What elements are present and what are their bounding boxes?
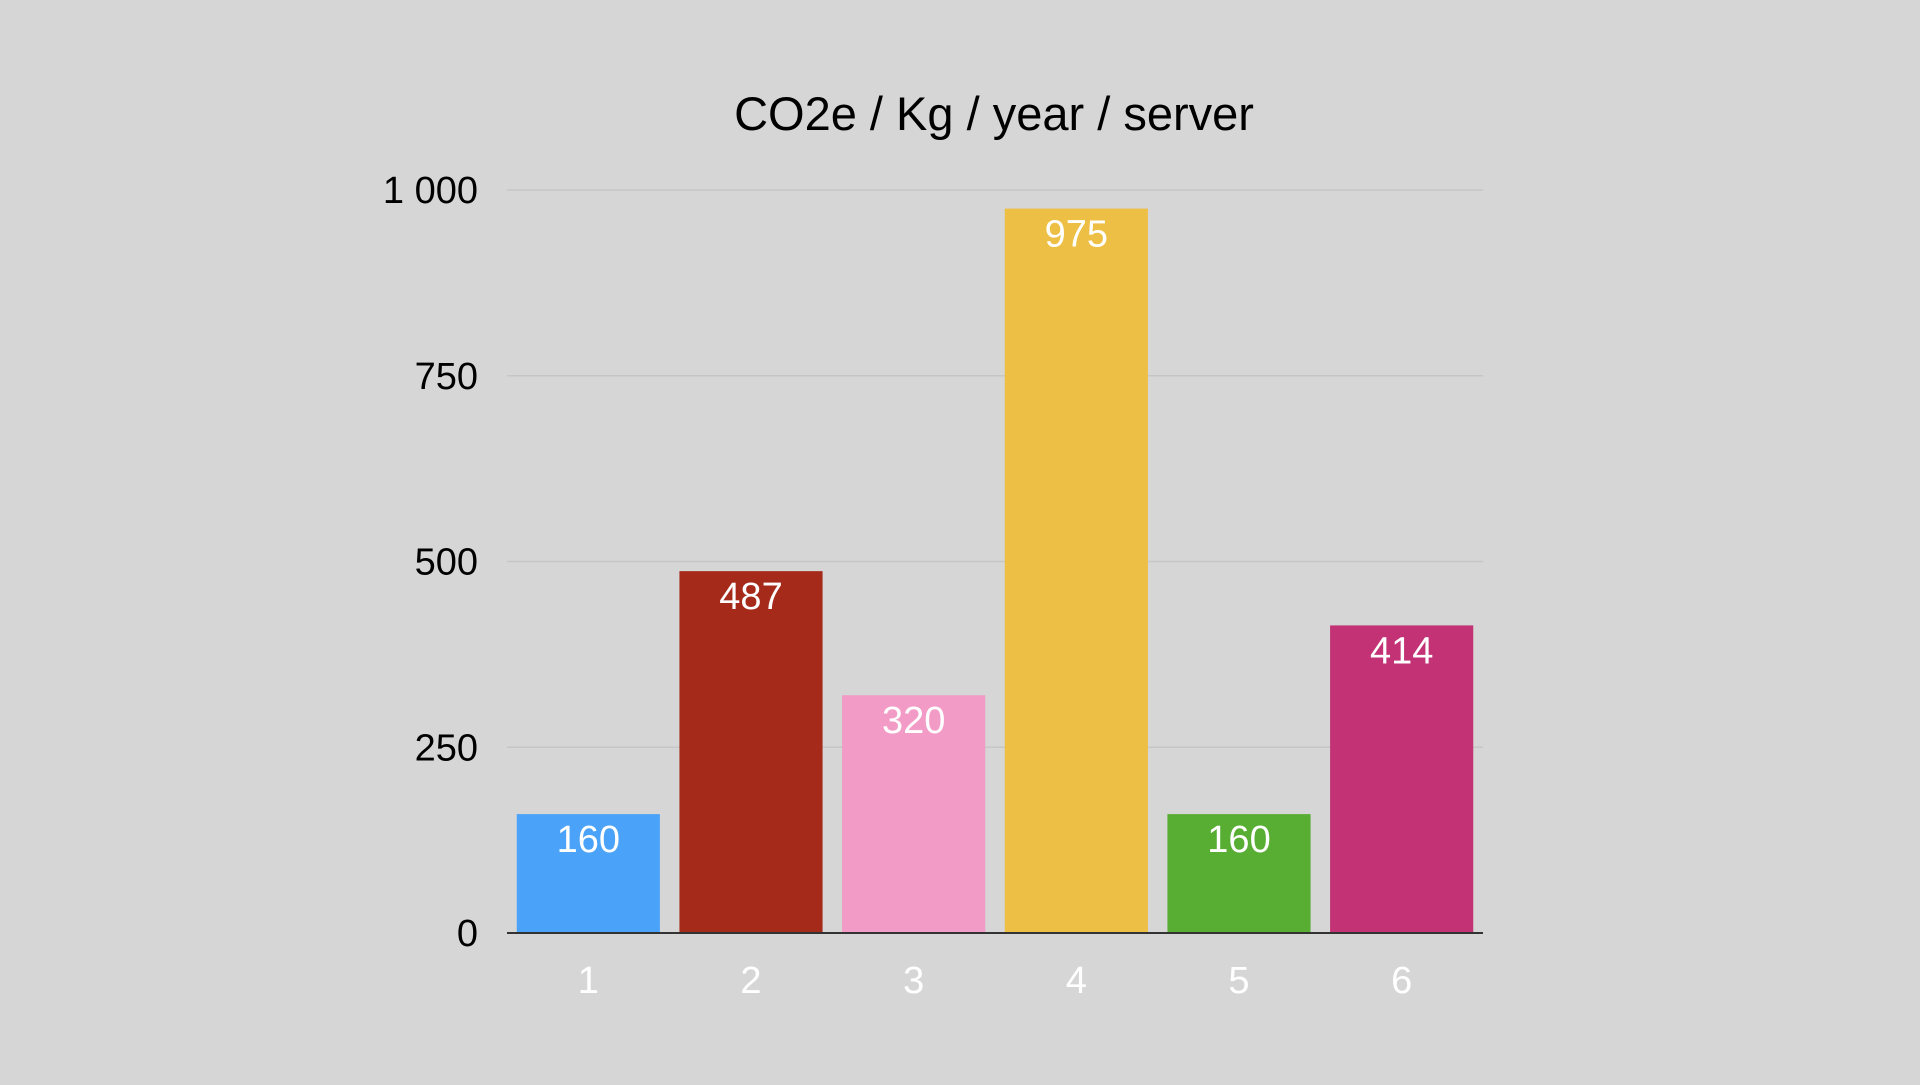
- bar-value-label: 414: [1370, 630, 1433, 672]
- y-axis-tick-labels: 0 250 500 750 1 000: [383, 170, 478, 955]
- y-tick-label: 750: [415, 356, 478, 398]
- bar-5: [1167, 814, 1311, 933]
- x-tick-label: 6: [1391, 960, 1412, 1002]
- y-tick-label: 250: [415, 727, 478, 769]
- x-axis-tick-labels: 1 2 3 4 5 6: [578, 960, 1412, 1002]
- bar-value-label: 320: [882, 700, 945, 742]
- bar-value-label: 487: [719, 576, 782, 618]
- bar-2: [679, 571, 823, 933]
- y-tick-label: 0: [457, 913, 478, 955]
- bars: [516, 208, 1474, 933]
- x-tick-label: 1: [578, 960, 599, 1002]
- bar-value-label: 975: [1045, 214, 1108, 256]
- bar-3: [842, 695, 986, 933]
- bar-6: [1330, 625, 1474, 933]
- bar-4: [1004, 208, 1148, 933]
- chart-title: CO2e / Kg / year / server: [734, 87, 1254, 140]
- y-tick-label: 500: [415, 542, 478, 584]
- bar-value-labels: 160 487 320 975 160 414: [557, 214, 1434, 862]
- bar-value-label: 160: [1207, 819, 1270, 861]
- bar-value-label: 160: [557, 819, 620, 861]
- x-tick-label: 3: [903, 960, 924, 1002]
- gridlines: [507, 189, 1483, 748]
- x-tick-label: 2: [740, 960, 761, 1002]
- x-tick-label: 5: [1228, 960, 1249, 1002]
- bar-1: [516, 814, 660, 933]
- y-tick-label: 1 000: [383, 170, 478, 212]
- x-tick-label: 4: [1066, 960, 1087, 1002]
